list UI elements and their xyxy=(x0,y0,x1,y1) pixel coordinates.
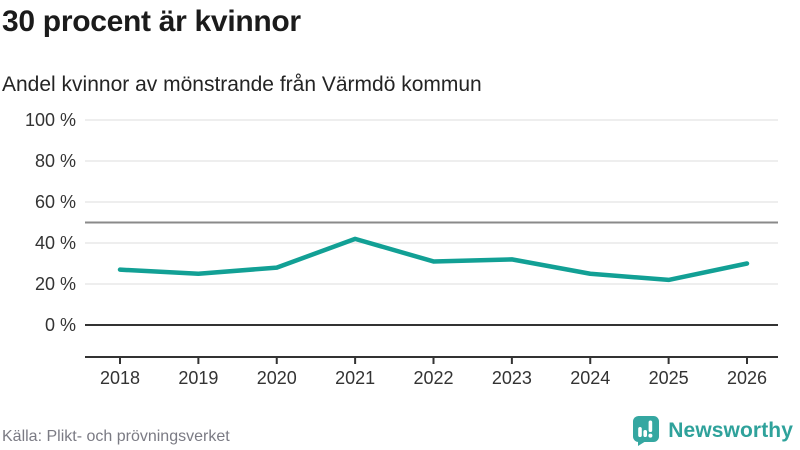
y-tick-label: 100 % xyxy=(25,110,76,130)
x-tick-label: 2018 xyxy=(100,368,140,388)
newsworthy-logo: Newsworthy xyxy=(632,415,793,446)
y-tick-label: 80 % xyxy=(35,151,76,171)
newsworthy-wordmark: Newsworthy xyxy=(668,418,793,442)
y-tick-label: 40 % xyxy=(35,233,76,253)
chart-subtitle: Andel kvinnor av mönstrande från Värmdö … xyxy=(2,73,482,96)
y-tick-label: 0 % xyxy=(45,315,76,335)
x-tick-label: 2020 xyxy=(257,368,297,388)
x-tick-label: 2023 xyxy=(492,368,532,388)
newsworthy-icon xyxy=(633,416,660,446)
x-tick-label: 2019 xyxy=(178,368,218,388)
x-tick-label: 2025 xyxy=(649,368,689,388)
y-tick-label: 60 % xyxy=(35,192,76,212)
data-line xyxy=(117,236,750,283)
y-tick-label: 20 % xyxy=(35,274,76,294)
x-tick-label: 2024 xyxy=(570,368,610,388)
chart-title: 30 procent är kvinnor xyxy=(2,5,301,38)
x-tick-label: 2022 xyxy=(413,368,453,388)
source-note: Källa: Plikt- och prövningsverket xyxy=(2,428,230,445)
x-tick-label: 2026 xyxy=(727,368,767,388)
x-tick-label: 2021 xyxy=(335,368,375,388)
